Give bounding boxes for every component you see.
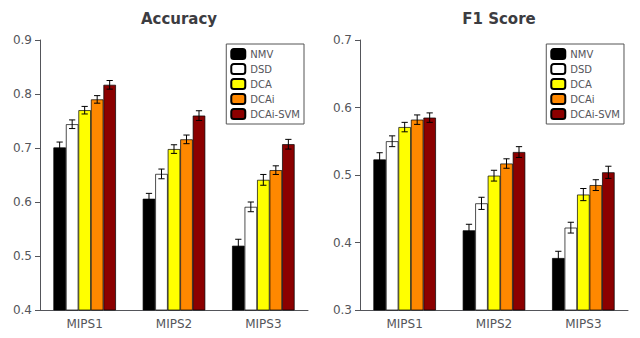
svg-text:0.4: 0.4	[13, 303, 32, 317]
svg-text:0.5: 0.5	[13, 249, 32, 263]
svg-text:Accuracy: Accuracy	[141, 10, 217, 28]
svg-text:0.7: 0.7	[13, 141, 32, 155]
svg-text:DCAi-SVM: DCAi-SVM	[250, 109, 300, 120]
svg-text:F1 Score: F1 Score	[462, 10, 535, 28]
svg-text:0.6: 0.6	[13, 195, 32, 209]
svg-text:DCAi-SVM: DCAi-SVM	[570, 109, 620, 120]
svg-text:NMV: NMV	[570, 49, 593, 60]
svg-text:MIPS1: MIPS1	[386, 317, 422, 331]
svg-text:0.8: 0.8	[13, 87, 32, 101]
svg-text:0.4: 0.4	[333, 236, 352, 250]
svg-text:DCAi: DCAi	[250, 94, 274, 105]
svg-text:DSD: DSD	[570, 64, 592, 75]
svg-text:DCA: DCA	[250, 79, 272, 90]
svg-text:DSD: DSD	[250, 64, 272, 75]
svg-text:MIPS2: MIPS2	[476, 317, 512, 331]
svg-text:0.6: 0.6	[333, 101, 352, 115]
svg-text:DCAi: DCAi	[570, 94, 594, 105]
svg-text:0.7: 0.7	[333, 33, 352, 47]
svg-text:NMV: NMV	[250, 49, 273, 60]
svg-text:MIPS3: MIPS3	[245, 317, 281, 331]
svg-text:MIPS3: MIPS3	[565, 317, 601, 331]
svg-text:0.9: 0.9	[13, 33, 32, 47]
svg-text:MIPS2: MIPS2	[156, 317, 192, 331]
svg-text:0.3: 0.3	[333, 303, 352, 317]
svg-text:DCA: DCA	[570, 79, 592, 90]
svg-text:MIPS1: MIPS1	[66, 317, 102, 331]
svg-text:0.5: 0.5	[333, 168, 352, 182]
